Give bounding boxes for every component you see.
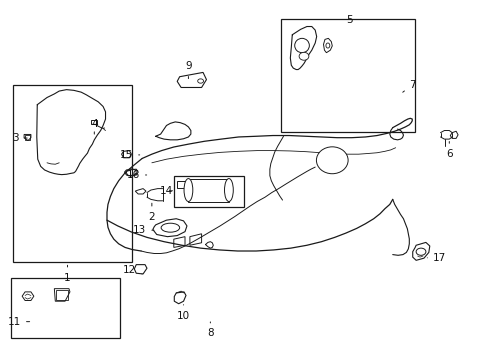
Bar <box>11 278 120 338</box>
Text: 9: 9 <box>185 61 191 78</box>
Text: 1: 1 <box>64 265 71 283</box>
Text: 15: 15 <box>120 150 140 160</box>
Text: 12: 12 <box>123 265 142 275</box>
Text: 13: 13 <box>133 225 154 235</box>
Ellipse shape <box>299 52 308 60</box>
Text: 5: 5 <box>346 15 352 26</box>
Text: 10: 10 <box>177 305 190 320</box>
Text: 6: 6 <box>445 141 452 159</box>
Text: 8: 8 <box>206 322 213 338</box>
Ellipse shape <box>316 147 347 174</box>
Text: 7: 7 <box>402 80 415 92</box>
Ellipse shape <box>294 39 309 53</box>
Text: 16: 16 <box>126 170 146 180</box>
Text: 2: 2 <box>148 203 155 221</box>
Text: 11: 11 <box>8 317 30 327</box>
Bar <box>13 85 132 262</box>
Ellipse shape <box>325 43 329 48</box>
Bar <box>281 19 414 132</box>
Bar <box>173 176 244 207</box>
Ellipse shape <box>161 223 179 232</box>
Text: 14: 14 <box>160 186 173 196</box>
Ellipse shape <box>183 179 192 202</box>
Ellipse shape <box>224 179 233 202</box>
Text: 4: 4 <box>91 119 98 134</box>
Text: 3: 3 <box>12 133 27 143</box>
Text: 17: 17 <box>427 253 445 263</box>
